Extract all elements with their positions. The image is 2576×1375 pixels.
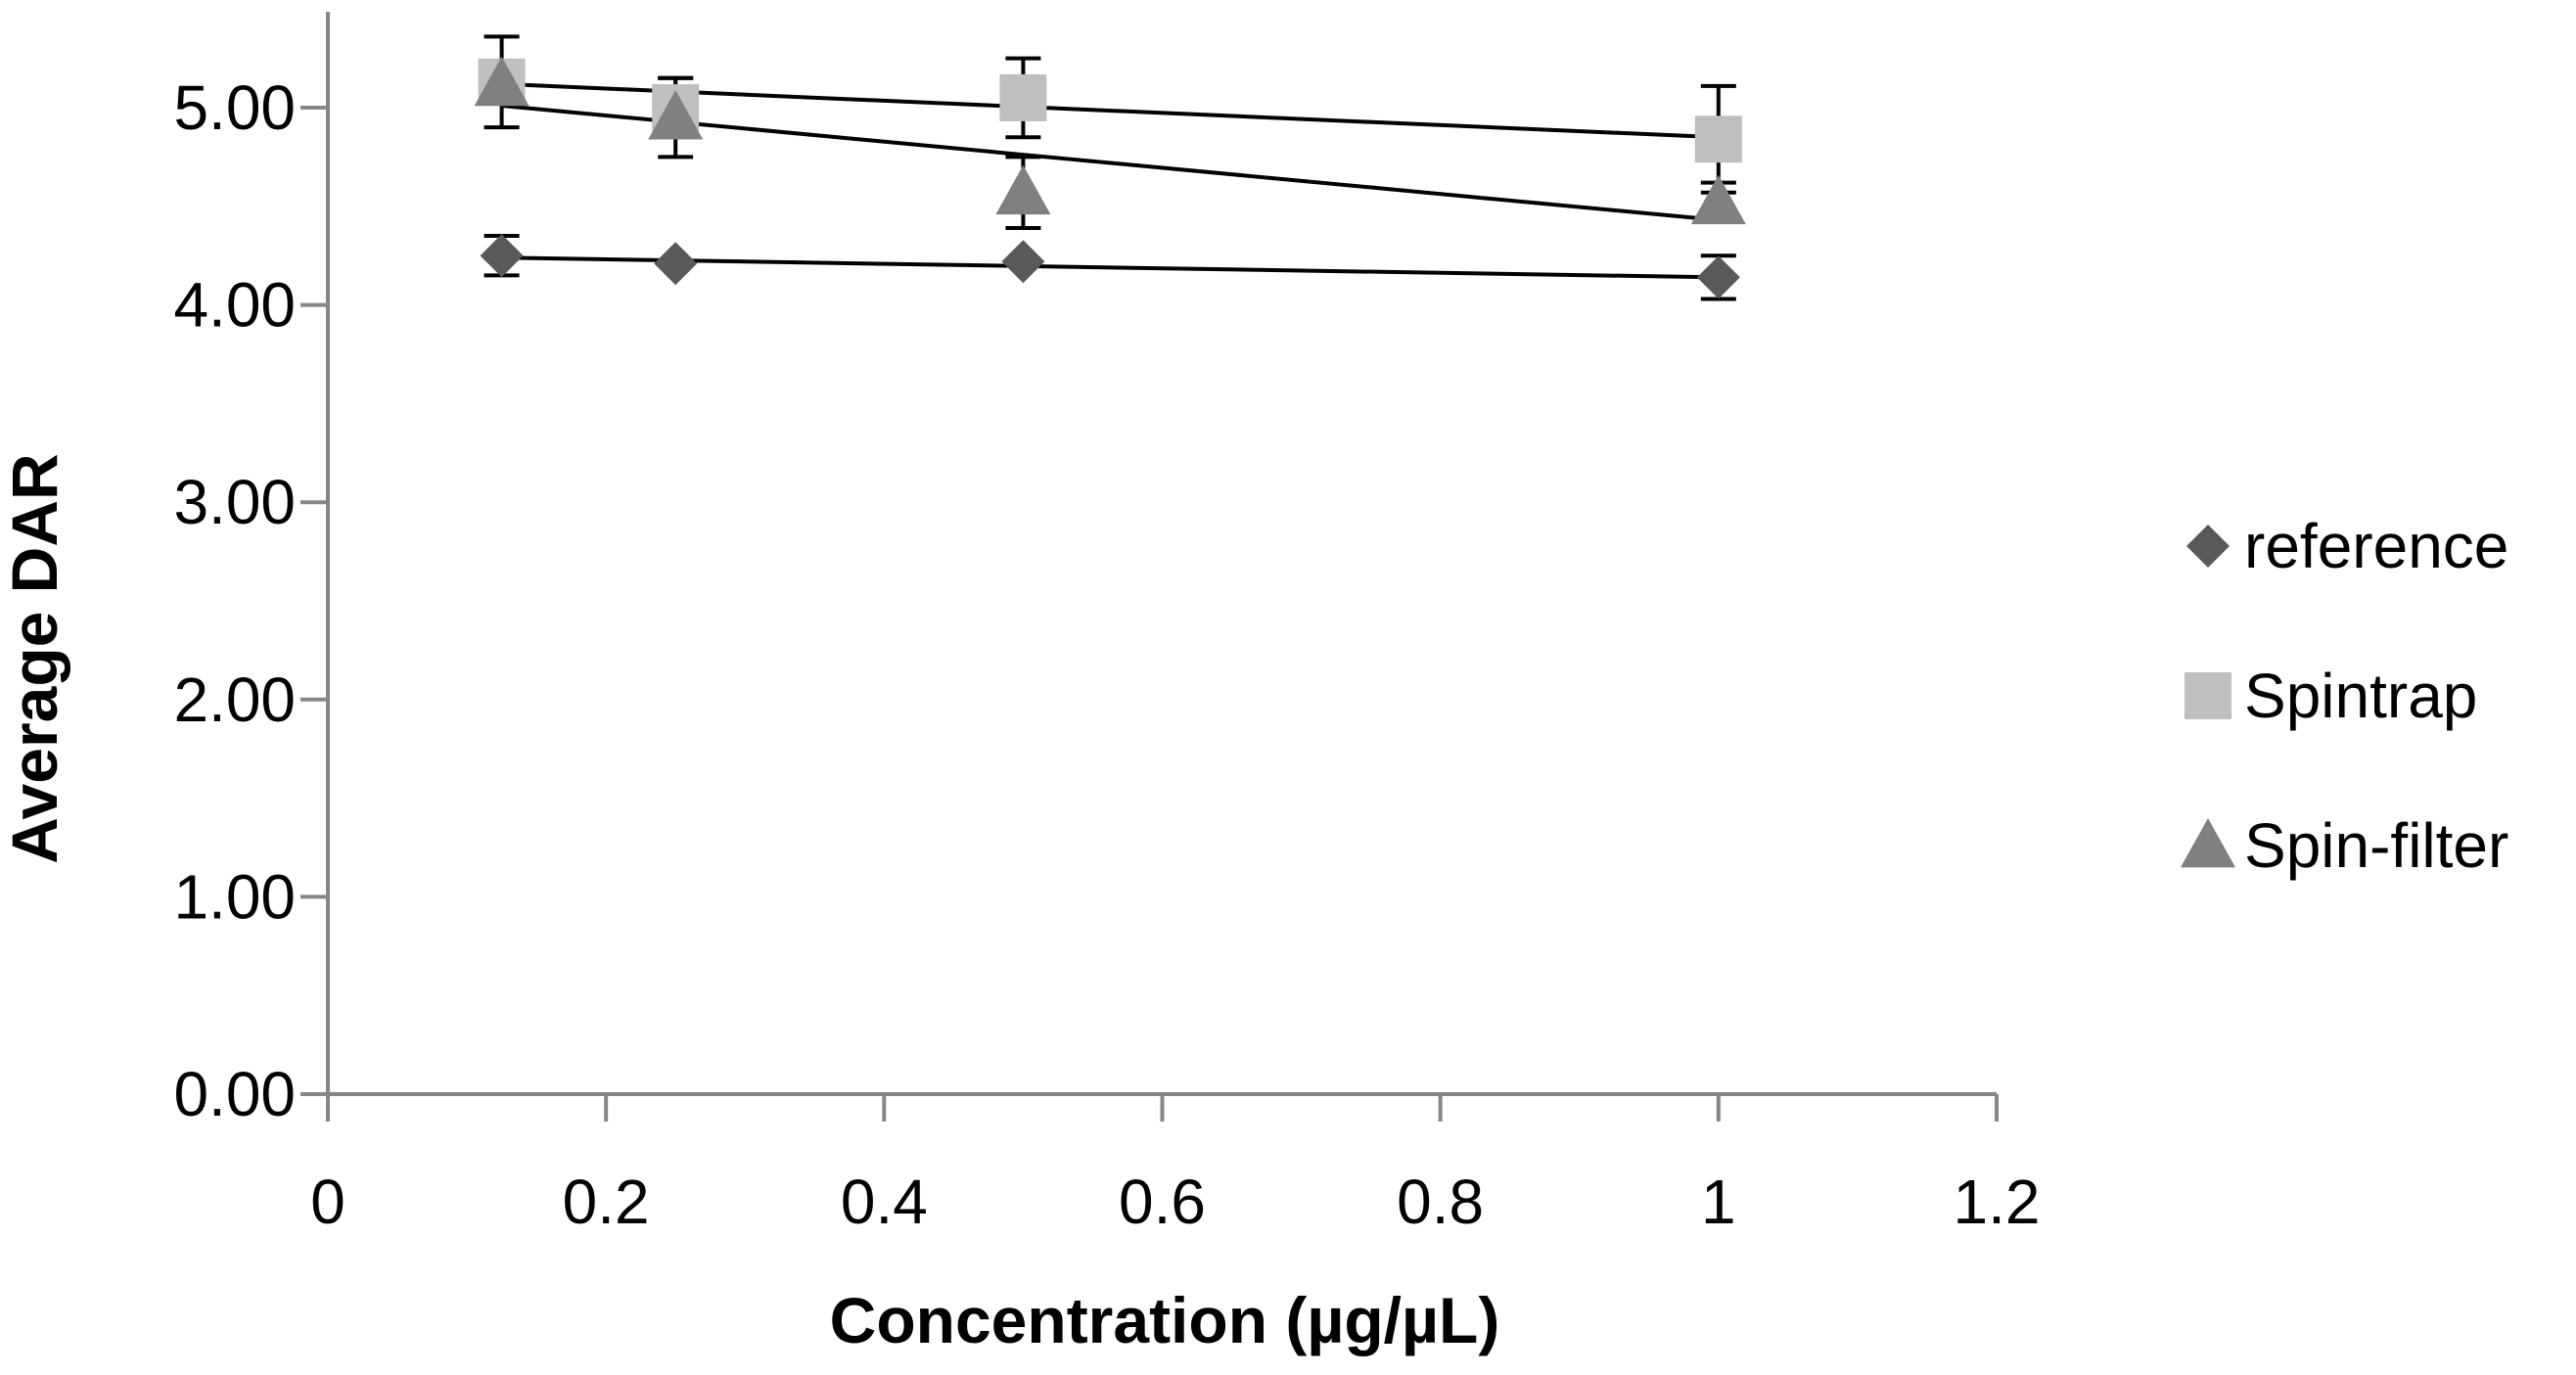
y-tick-label: 3.00 bbox=[173, 467, 296, 537]
trendline-spintrap bbox=[501, 81, 1719, 140]
legend-marker-spin-filter bbox=[2181, 818, 2235, 868]
y-tick-label: 0.00 bbox=[173, 1059, 296, 1129]
data-point-spin-filter bbox=[995, 164, 1051, 215]
y-tick-label: 5.00 bbox=[173, 72, 296, 143]
y-tick-label: 2.00 bbox=[173, 665, 296, 735]
plot-area: 0.00 1.00 2.00 3.00 4.00 5.00 0 0.2 0.4 0.6 0.8 1 1… bbox=[173, 12, 2040, 1237]
legend-label-spintrap: Spintrap bbox=[2244, 661, 2477, 731]
x-axis-title: Concentration (µg/µL) bbox=[830, 1284, 1500, 1356]
x-tick-label: 0 bbox=[310, 1167, 345, 1237]
y-axis-title: Average DAR bbox=[0, 453, 70, 863]
y-tick-label: 4.00 bbox=[173, 270, 296, 341]
x-tick-label: 0.2 bbox=[563, 1167, 650, 1237]
data-point-reference bbox=[1696, 255, 1740, 299]
trendlines bbox=[501, 81, 1720, 280]
x-tick-label: 0.4 bbox=[841, 1167, 928, 1237]
legend-label-spin-filter: Spin-filter bbox=[2244, 810, 2508, 881]
y-axis-ticks: 0.00 1.00 2.00 3.00 4.00 5.00 bbox=[173, 72, 328, 1129]
data-point-reference bbox=[654, 242, 698, 286]
data-point-reference bbox=[1001, 240, 1045, 284]
x-tick-label: 0.6 bbox=[1119, 1167, 1206, 1237]
data-point-reference bbox=[480, 234, 524, 278]
trendline-spin-filter bbox=[501, 103, 1720, 222]
y-tick-label: 1.00 bbox=[173, 861, 296, 932]
x-tick-label: 1 bbox=[1701, 1167, 1736, 1237]
data-point-spintrap bbox=[1694, 115, 1742, 163]
trendline-reference bbox=[501, 255, 1719, 280]
legend-marker-spintrap bbox=[2185, 672, 2231, 719]
data-point-spin-filter bbox=[474, 56, 529, 107]
legend-marker-reference bbox=[2186, 525, 2230, 568]
legend: reference Spintrap Spin-filter bbox=[2181, 511, 2508, 881]
data-point-spintrap bbox=[999, 73, 1047, 121]
data-point-spin-filter bbox=[648, 90, 704, 140]
x-tick-label: 1.2 bbox=[1954, 1167, 2041, 1237]
x-axis-ticks: 0 0.2 0.4 0.6 0.8 1 1.2 bbox=[310, 1094, 2040, 1237]
data-markers bbox=[474, 56, 1746, 299]
x-tick-label: 0.8 bbox=[1397, 1167, 1484, 1237]
data-point-spin-filter bbox=[1690, 174, 1746, 225]
legend-label-reference: reference bbox=[2244, 511, 2508, 581]
